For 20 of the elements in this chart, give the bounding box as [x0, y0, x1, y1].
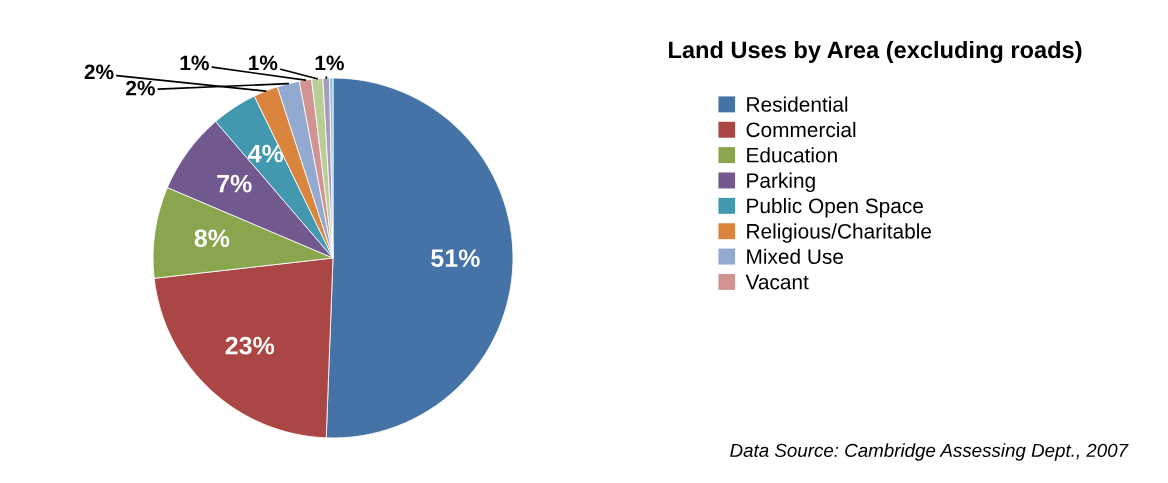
data-label: 23% [225, 336, 275, 355]
data-label: 2% [126, 80, 155, 96]
data-label: 1% [180, 55, 209, 71]
data-label: 1% [249, 55, 278, 71]
data-label: 1% [315, 55, 344, 71]
chart-title: Land Uses by Area (excluding roads) [669, 40, 1082, 64]
legend-label: Residential [747, 96, 848, 112]
legend-label: Vacant [745, 274, 809, 290]
source-note: Data Source: Cambridge Assessing Dept., 2007 [730, 443, 1129, 461]
data-label: 51% [431, 249, 480, 268]
legend-label: Parking [747, 172, 815, 193]
legend-label: Mixed Use [747, 248, 843, 265]
data-label: 7% [217, 174, 252, 193]
data-label: 8% [194, 229, 230, 248]
data-label: 2% [84, 64, 114, 80]
legend-label: Education [747, 147, 837, 163]
legend-label: Religious/Charitable [747, 223, 932, 243]
legend-label: Commercial [746, 121, 856, 138]
legend-label: Public Open Space [747, 197, 923, 218]
data-label: 4% [248, 144, 284, 163]
